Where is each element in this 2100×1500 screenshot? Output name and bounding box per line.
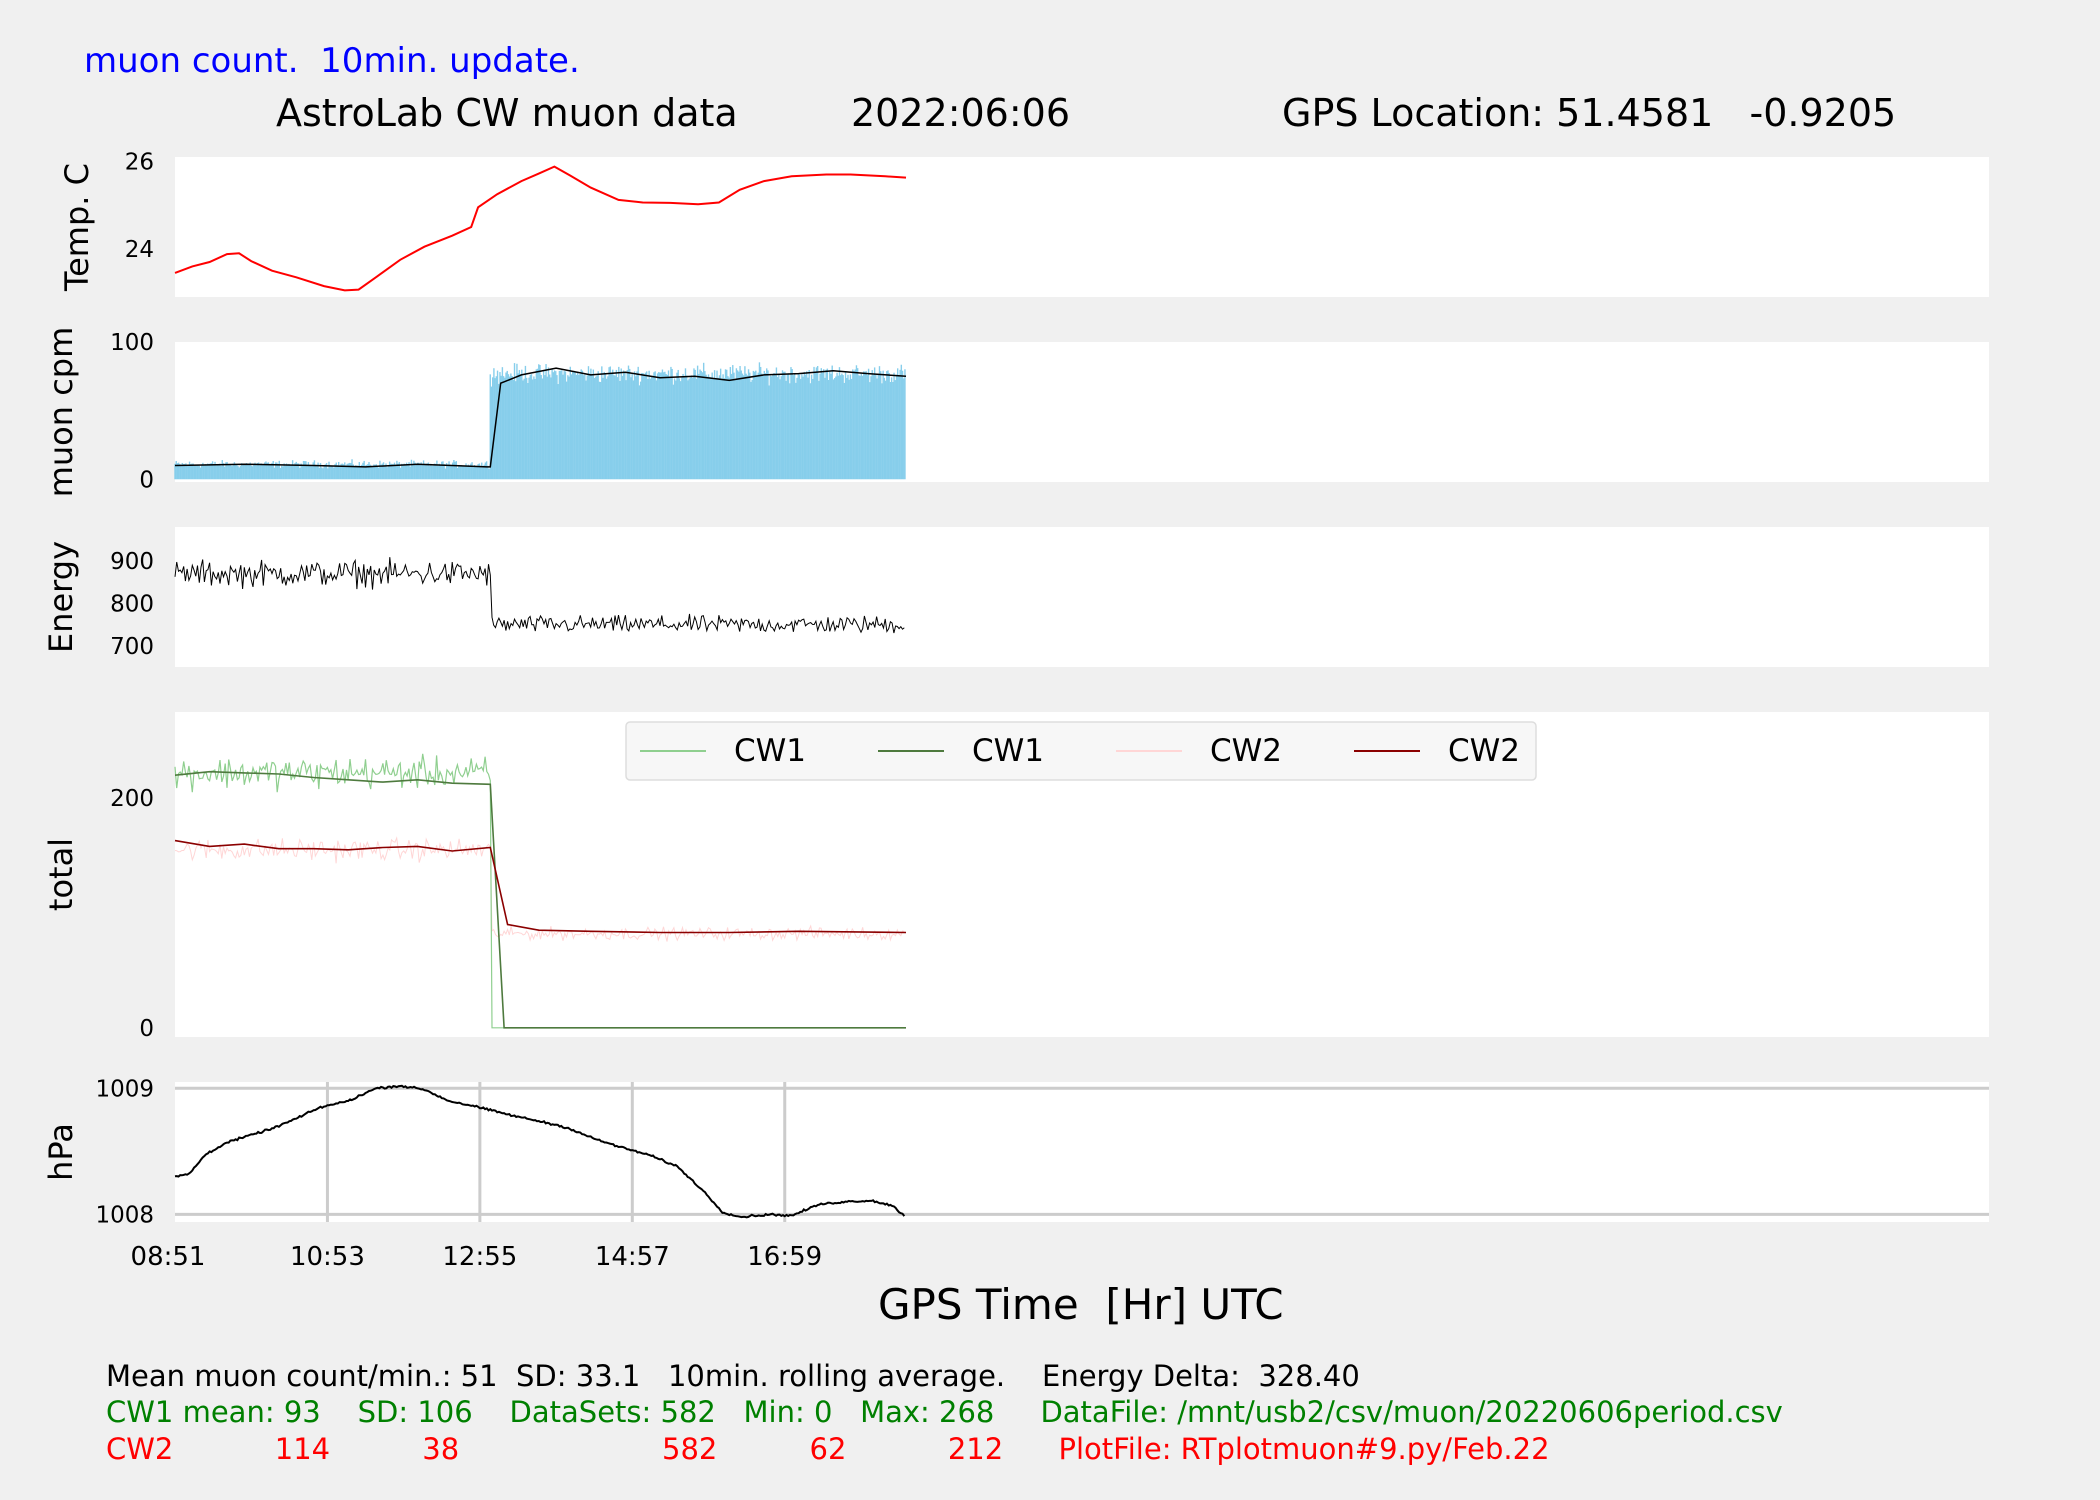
energy-ytick-label: 700 <box>110 634 154 660</box>
pressure-ytick-label: 1009 <box>95 1076 154 1102</box>
total-ytick-label: 200 <box>110 786 154 812</box>
legend-label: CW1 <box>972 733 1044 769</box>
muon-plot-area <box>175 342 1989 482</box>
muon-ylabel: muon cpm <box>42 327 80 498</box>
legend-label: CW2 <box>1210 733 1282 769</box>
total-ylabel: total <box>42 838 80 911</box>
energy-series-line <box>174 557 905 634</box>
legend-label: CW2 <box>1448 733 1520 769</box>
temp-panel: 24 26 Temp. C <box>58 149 1989 297</box>
xtick-label: 16:59 <box>747 1242 822 1272</box>
total-ytick-label: 0 <box>139 1016 154 1042</box>
energy-ytick-label: 900 <box>110 549 154 575</box>
chart-date: 2022:06:06 <box>851 91 1071 135</box>
temp-ytick-label: 26 <box>125 149 154 175</box>
cw2-raw-line <box>174 836 905 942</box>
muon-ytick-label: 0 <box>139 467 154 493</box>
muon-rolling-average-line <box>174 367 907 468</box>
energy-ytick-label: 800 <box>110 591 154 617</box>
cw1-average-line <box>174 770 906 1029</box>
pressure-ylabel: hPa <box>42 1123 80 1181</box>
pressure-series-line <box>174 1084 906 1219</box>
muon-ytick-label: 100 <box>110 330 154 356</box>
footer-cw2-stats: CW2 114 38 582 62 212 PlotFile: RTplotmu… <box>106 1432 1550 1466</box>
temp-ylabel: Temp. C <box>58 163 96 292</box>
energy-panel: 700 800 900 Energy <box>42 527 1989 667</box>
xtick-label: 12:55 <box>442 1242 517 1272</box>
footer-cw1-stats: CW1 mean: 93 SD: 106 DataSets: 582 Min: … <box>106 1395 1783 1429</box>
temp-series-line <box>174 165 907 292</box>
legend-label: CW1 <box>734 733 806 769</box>
footer-summary: Mean muon count/min.: 51 SD: 33.1 10min.… <box>106 1359 1360 1393</box>
pressure-ytick-label: 1008 <box>95 1202 154 1228</box>
header-note: muon count. 10min. update. <box>84 41 580 81</box>
legend: CW1 CW1 CW2 CW2 <box>625 721 1537 781</box>
pressure-plot-area <box>175 1082 1989 1222</box>
pressure-grid <box>175 1082 1989 1222</box>
pressure-panel: 1008 1009 hPa 08:51 10:53 12:55 14:57 16:59 <box>42 1076 1989 1272</box>
temp-plot-area <box>175 157 1989 297</box>
energy-ylabel: Energy <box>42 541 80 653</box>
xtick-label: 14:57 <box>595 1242 670 1272</box>
gps-location: GPS Location: 51.4581 -0.9205 <box>1282 91 1897 135</box>
legend-box <box>625 721 1537 781</box>
x-axis-title: GPS Time [Hr] UTC <box>878 1280 1284 1329</box>
xtick-label: 08:51 <box>131 1242 206 1272</box>
cw2-average-line <box>174 839 907 934</box>
chart-title: AstroLab CW muon data <box>276 91 738 135</box>
total-panel: 0 200 total CW1 CW1 CW2 CW2 <box>42 712 1989 1042</box>
energy-plot-area <box>175 527 1989 667</box>
temp-ytick-label: 24 <box>125 237 154 263</box>
muon-panel: 0 100 muon cpm <box>42 327 1989 498</box>
xtick-label: 10:53 <box>290 1242 365 1272</box>
